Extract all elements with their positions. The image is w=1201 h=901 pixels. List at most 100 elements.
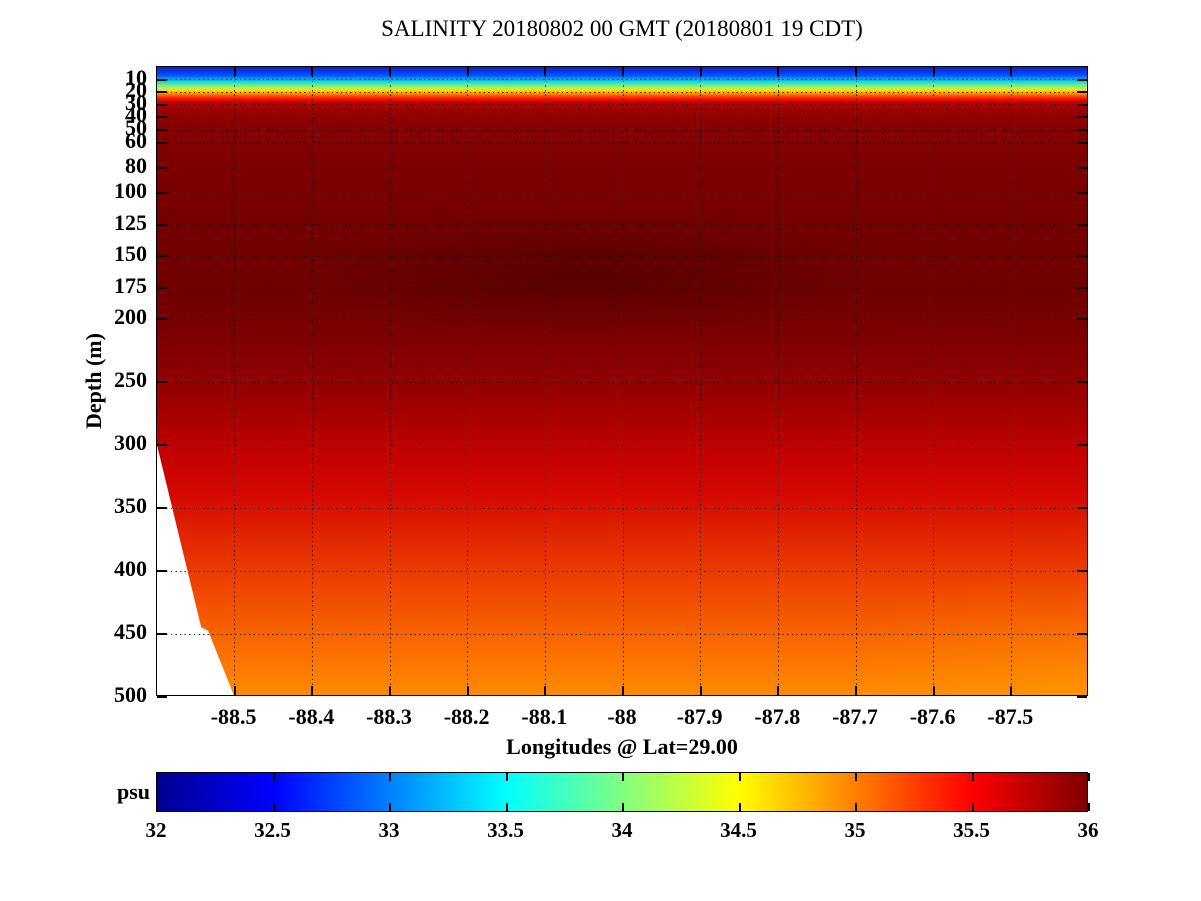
v-gridline (389, 67, 391, 695)
colorbar-tick-label: 35.5 (953, 818, 990, 842)
colorbar-tick-bottom (156, 803, 158, 811)
y-tick-right (1077, 129, 1087, 131)
y-tick-label: 175 (114, 272, 147, 298)
h-gridline (157, 167, 1087, 169)
x-tick-label: -88.5 (210, 704, 257, 729)
h-gridline (157, 79, 1087, 81)
y-tick-label: 10 (125, 64, 147, 90)
v-gridline (855, 67, 857, 695)
y-tick-left (157, 696, 167, 698)
colorbar-tick-bottom (622, 803, 624, 811)
y-tick-right (1077, 633, 1087, 635)
y-tick-label: 125 (114, 209, 147, 235)
colorbar-tick-label: 35 (844, 818, 866, 842)
h-gridline (157, 104, 1087, 106)
y-tick-left (157, 570, 167, 572)
y-tick-label: 450 (114, 619, 147, 644)
x-tick-top (622, 67, 624, 76)
v-gridline (933, 67, 935, 695)
h-gridline (157, 255, 1087, 257)
colorbar-tick-top (971, 773, 974, 781)
x-tick-top (389, 67, 391, 76)
colorbar-tick-label: 32 (145, 818, 167, 842)
y-tick-left (157, 192, 167, 194)
x-tick-bottom (311, 686, 314, 695)
x-tick-top (544, 67, 547, 76)
colorbar-tick-bottom (389, 803, 391, 811)
colorbar (156, 772, 1090, 812)
x-tick-bottom (1010, 686, 1013, 695)
colorbar-tick-top (156, 773, 158, 781)
y-tick-right (1077, 223, 1087, 226)
x-tick-label: -87.7 (832, 704, 878, 729)
y-tick-right (1077, 507, 1087, 509)
x-tick-bottom (466, 686, 469, 695)
v-gridline (622, 67, 624, 695)
x-tick-bottom (855, 686, 857, 695)
y-tick-right (1077, 91, 1087, 94)
x-tick-top (855, 67, 857, 76)
y-tick-left (157, 129, 167, 131)
y-tick-label: 60 (125, 127, 147, 153)
colorbar-tick-label: 33.5 (487, 818, 524, 842)
x-tick-label: -88.4 (288, 704, 335, 729)
y-tick-label: 40 (125, 102, 147, 128)
h-gridline (157, 224, 1087, 226)
y-tick-left (157, 255, 167, 257)
y-tick-label: 500 (114, 682, 147, 707)
x-tick-top (311, 67, 314, 76)
v-gridline (777, 67, 780, 695)
colorbar-tick-label: 34 (611, 818, 633, 842)
y-tick-label: 150 (114, 241, 147, 266)
y-tick-label: 30 (125, 89, 147, 115)
x-tick-label: -87.8 (754, 704, 801, 729)
y-tick-left (157, 318, 167, 320)
y-tick-label: 80 (125, 152, 147, 178)
y-tick-right (1077, 103, 1087, 106)
x-tick-top (233, 67, 236, 76)
colorbar-tick-bottom (1088, 803, 1090, 811)
colorbar-tick-label: 36 (1077, 818, 1099, 842)
y-tick-left (157, 444, 167, 446)
h-gridline (157, 142, 1087, 144)
y-tick-label: 400 (114, 556, 147, 581)
h-gridline (157, 192, 1087, 194)
y-tick-label: 20 (125, 77, 147, 103)
y-tick-label: 300 (114, 430, 147, 455)
colorbar-unit-label: psu (116, 779, 150, 804)
colorbar-tick-label: 34.5 (720, 818, 757, 842)
y-tick-right (1077, 381, 1087, 383)
x-tick-bottom (622, 686, 624, 695)
colorbar-tick-bottom (505, 803, 508, 811)
y-tick-left (157, 166, 167, 169)
v-gridline (311, 67, 314, 695)
x-tick-label: -87.5 (987, 704, 1034, 729)
x-tick-label: -88.2 (443, 704, 490, 729)
colorbar-tick-bottom (971, 803, 974, 811)
y-tick-right (1077, 166, 1087, 169)
y-tick-right (1077, 444, 1087, 446)
x-tick-label: -88.1 (521, 704, 568, 729)
y-tick-right (1077, 78, 1087, 81)
v-gridline (234, 67, 236, 695)
colorbar-tick-bottom (738, 803, 741, 811)
v-gridline (467, 67, 469, 695)
y-tick-right (1077, 192, 1087, 194)
x-tick-top (777, 67, 780, 76)
colorbar-tick-top (389, 773, 391, 781)
x-tick-label: -88 (607, 704, 637, 729)
y-tick-left (157, 507, 167, 509)
y-tick-left (157, 223, 167, 226)
h-gridline (157, 318, 1087, 320)
colorbar-tick-label: 33 (378, 818, 400, 842)
y-tick-left (157, 381, 167, 383)
h-gridline (157, 444, 1087, 446)
h-gridline (157, 381, 1087, 383)
x-tick-top (932, 67, 935, 76)
plot-area (156, 66, 1088, 698)
x-tick-bottom (699, 686, 702, 695)
x-tick-top (1010, 67, 1013, 76)
y-tick-left (157, 91, 167, 94)
colorbar-tick-label: 32.5 (254, 818, 291, 842)
y-tick-label: 100 (114, 178, 147, 203)
